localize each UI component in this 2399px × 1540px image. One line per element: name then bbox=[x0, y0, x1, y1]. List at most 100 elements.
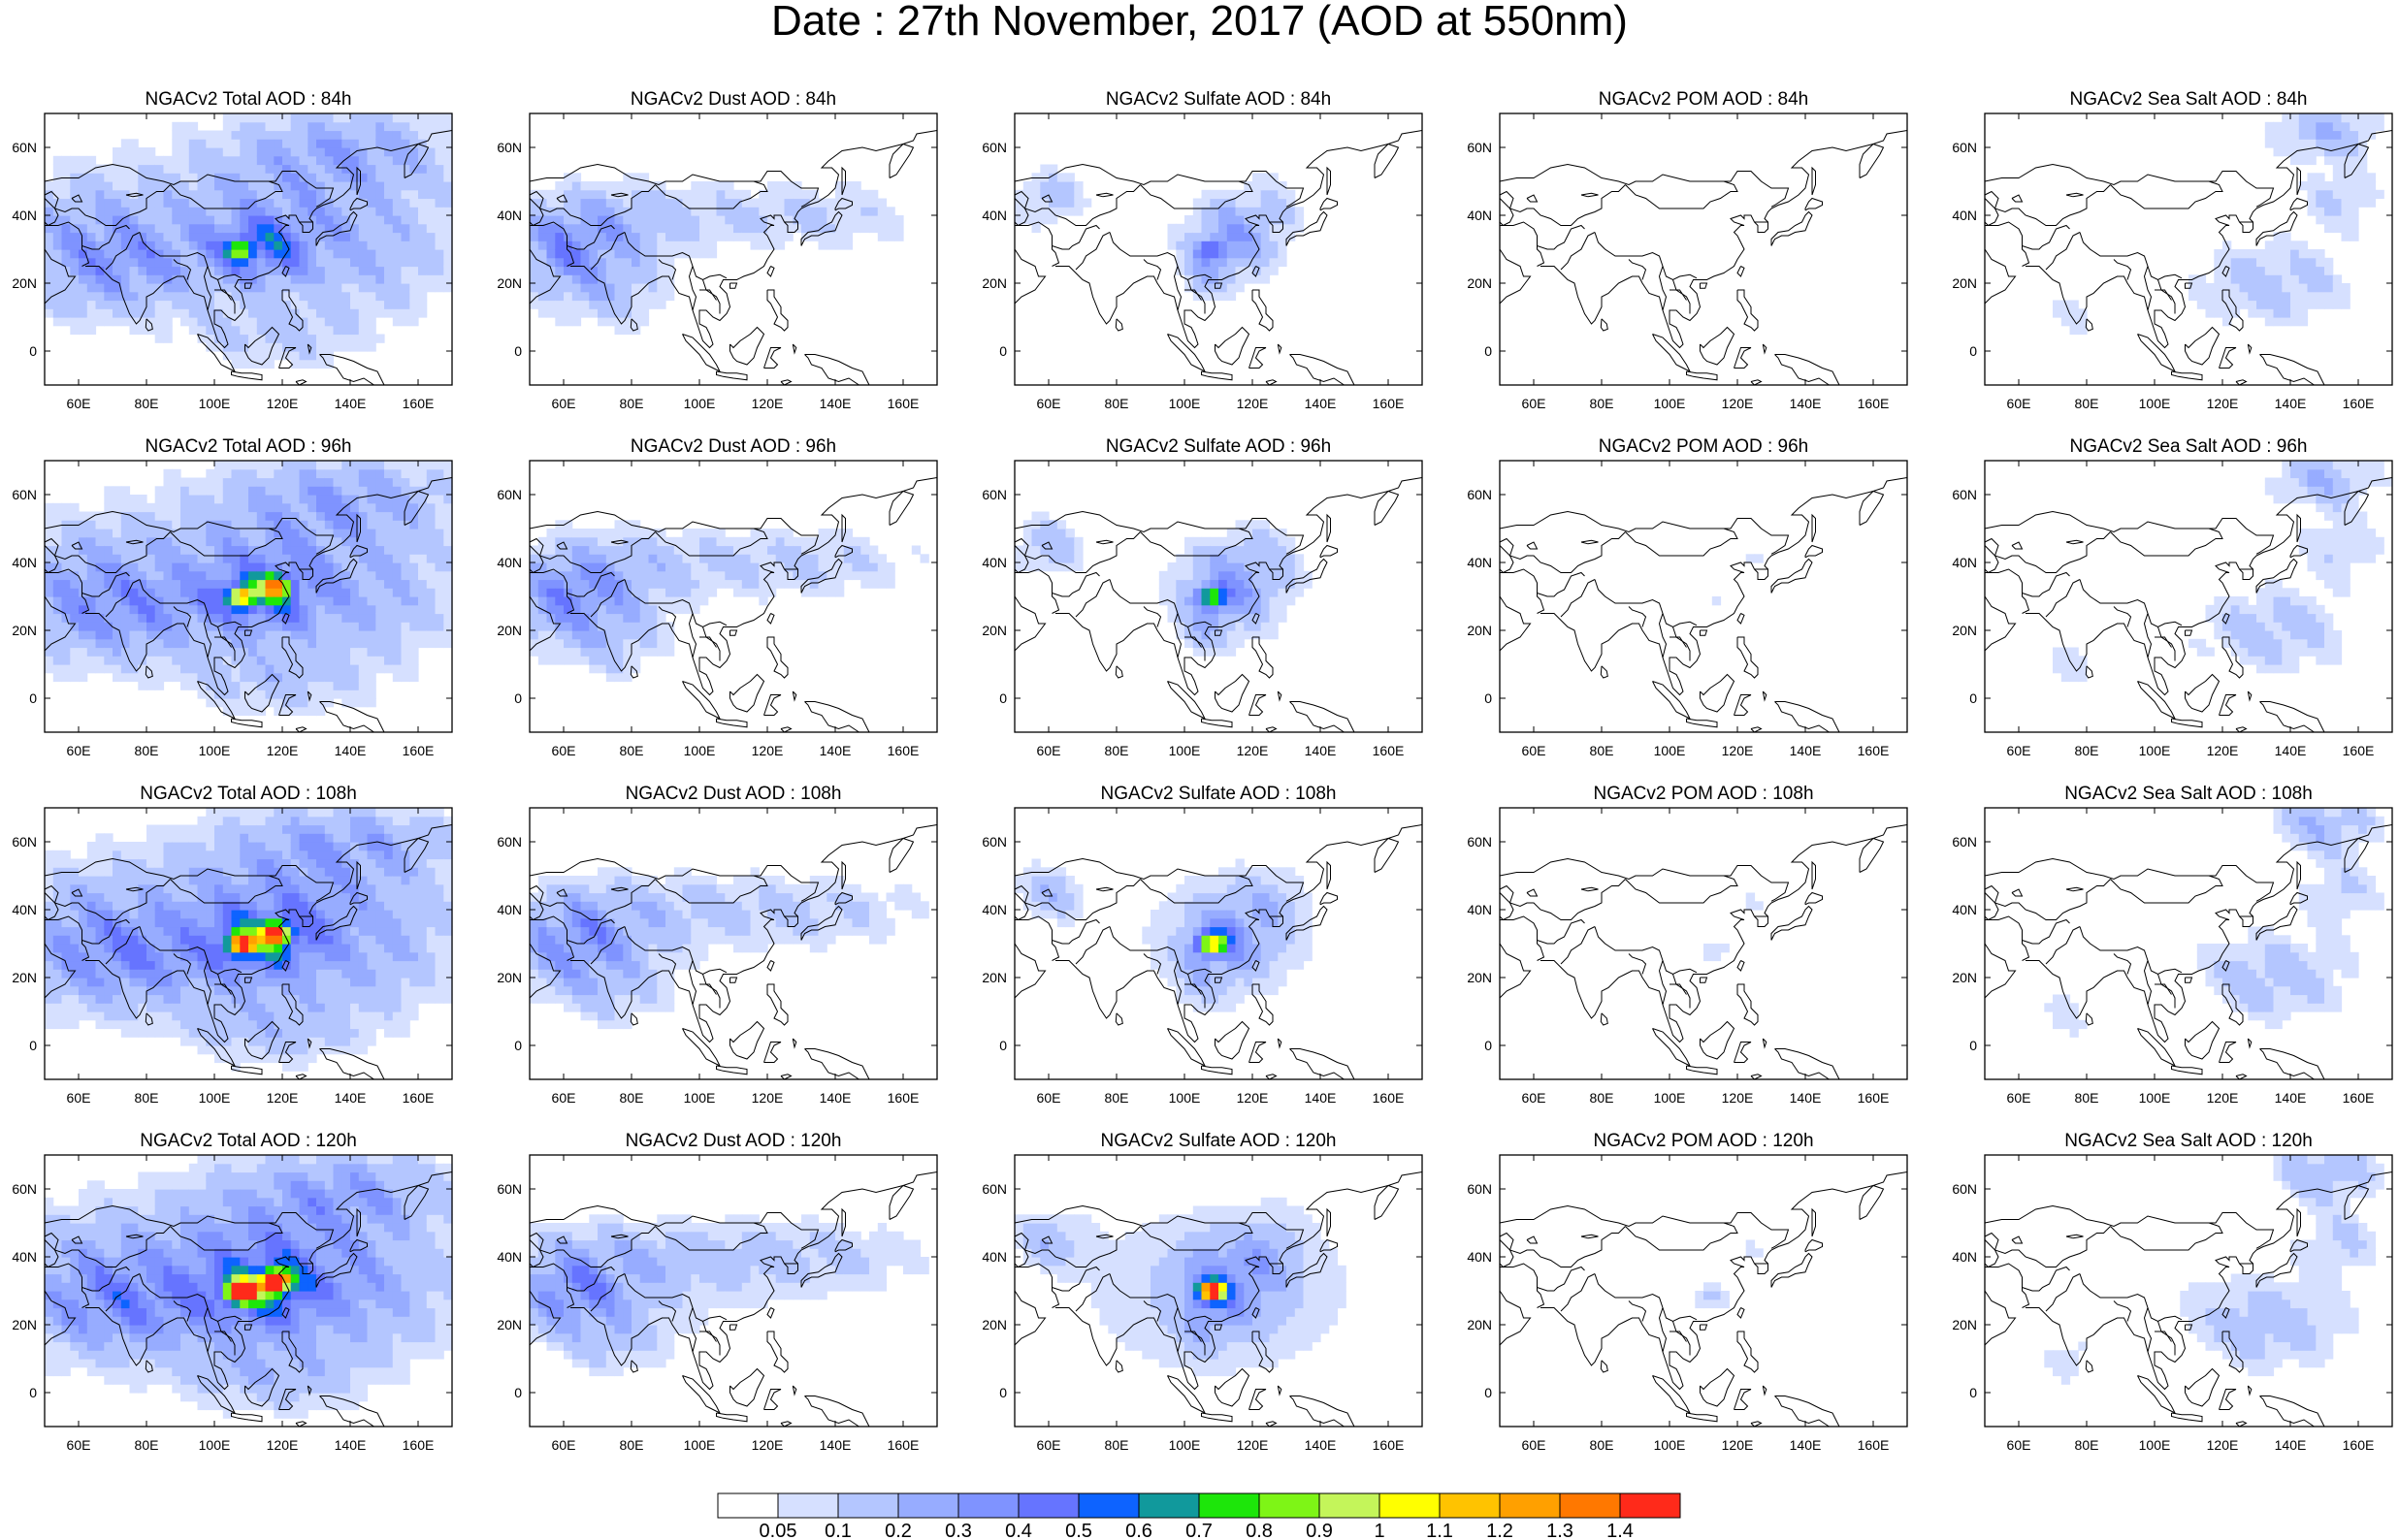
lon-tick-label: 60E bbox=[1037, 396, 1061, 411]
lon-tick-label: 120E bbox=[267, 743, 299, 758]
aod-field bbox=[2053, 461, 2393, 683]
lat-tick-label: 20N bbox=[1952, 1317, 1977, 1332]
lat-tick-label: 0 bbox=[1484, 343, 1492, 359]
lon-tick-label: 120E bbox=[2207, 396, 2239, 411]
lon-tick-label: 100E bbox=[199, 396, 231, 411]
lon-tick-label: 80E bbox=[135, 1090, 159, 1106]
lon-tick-label: 160E bbox=[888, 1437, 920, 1453]
lat-tick-label: 40N bbox=[982, 555, 1007, 570]
map-panel-sulfate-108h: NGACv2 Sulfate AOD : 108h 60N 40N 20N 0 60E 80… bbox=[956, 784, 1480, 1133]
lon-tick-label: 160E bbox=[888, 743, 920, 758]
aod-field bbox=[530, 1214, 929, 1377]
coastlines bbox=[1014, 477, 1423, 733]
lat-tick-label: 40N bbox=[1952, 1249, 1977, 1265]
lat-tick-label: 40N bbox=[497, 902, 522, 917]
lat-tick-label: 20N bbox=[982, 623, 1007, 638]
colorbar-swatch bbox=[1499, 1492, 1561, 1519]
colorbar-label: 0.4 bbox=[1005, 1521, 1032, 1540]
panel-title: NGACv2 Sulfate AOD : 108h bbox=[1100, 784, 1337, 804]
lat-tick-label: 60N bbox=[1952, 1181, 1977, 1197]
panel-title: NGACv2 Sulfate AOD : 120h bbox=[1100, 1131, 1337, 1151]
lon-tick-label: 60E bbox=[67, 743, 91, 758]
map-panel-dust-108h: NGACv2 Dust AOD : 108h 60N 40N 20N 0 60E 80E 10… bbox=[471, 784, 995, 1133]
lon-tick-label: 80E bbox=[135, 743, 159, 758]
lat-tick-label: 20N bbox=[1952, 970, 1977, 985]
map-panel-dust-84h: NGACv2 Dust AOD : 84h 60N 40N 20N 0 60E 80E 100… bbox=[471, 89, 995, 438]
lon-tick-label: 160E bbox=[2343, 396, 2375, 411]
lat-tick-label: 20N bbox=[12, 1317, 37, 1332]
lat-tick-label: 0 bbox=[1484, 690, 1492, 706]
lon-tick-label: 60E bbox=[552, 1437, 576, 1453]
coastlines bbox=[1499, 1171, 1908, 1428]
map-frame bbox=[1499, 1154, 1908, 1428]
colorbar-label: 1.2 bbox=[1486, 1521, 1513, 1540]
aod-field bbox=[1015, 1197, 1346, 1377]
lon-tick-label: 80E bbox=[2075, 1437, 2099, 1453]
panel-title: NGACv2 Dust AOD : 120h bbox=[625, 1131, 842, 1151]
colorbar-label: 1.1 bbox=[1426, 1521, 1453, 1540]
lon-tick-label: 60E bbox=[1522, 1090, 1546, 1106]
lon-tick-label: 160E bbox=[2343, 1090, 2375, 1106]
lon-tick-label: 140E bbox=[820, 743, 852, 758]
lon-tick-label: 160E bbox=[1373, 1437, 1405, 1453]
map-frame bbox=[529, 460, 938, 733]
lon-tick-label: 140E bbox=[1305, 1437, 1337, 1453]
map-panel-total-120h: NGACv2 Total AOD : 120h 60N 40N 20N 0 60E 80E 1… bbox=[0, 1131, 510, 1480]
lon-tick-label: 60E bbox=[1522, 396, 1546, 411]
lon-tick-label: 100E bbox=[199, 1090, 231, 1106]
coastlines bbox=[1014, 824, 1423, 1080]
lat-tick-label: 20N bbox=[1467, 623, 1492, 638]
map-panel-sulfate-96h: NGACv2 Sulfate AOD : 96h 60N 40N 20N 0 60E 80E… bbox=[956, 436, 1480, 786]
lat-tick-label: 60N bbox=[1952, 487, 1977, 502]
panel-title: NGACv2 POM AOD : 108h bbox=[1593, 784, 1814, 804]
lat-tick-label: 20N bbox=[982, 275, 1007, 291]
lat-tick-label: 0 bbox=[999, 1385, 1007, 1400]
lon-tick-label: 160E bbox=[1373, 396, 1405, 411]
lon-tick-label: 140E bbox=[2275, 1090, 2307, 1106]
lat-tick-label: 60N bbox=[1467, 834, 1492, 850]
map-frame bbox=[1984, 807, 2393, 1080]
colorbar-swatch bbox=[777, 1492, 839, 1519]
map-panel-pom-120h: NGACv2 POM AOD : 120h 60N 40N 20N 0 60E 80E 100… bbox=[1442, 1131, 1965, 1480]
panel-title: NGACv2 POM AOD : 120h bbox=[1593, 1131, 1814, 1151]
map-plot: 60N 40N 20N 0 60E 80E 100E 120E 140E 160E bbox=[497, 112, 938, 411]
lat-tick-label: 40N bbox=[12, 555, 37, 570]
lat-tick-label: 20N bbox=[982, 1317, 1007, 1332]
lon-tick-label: 160E bbox=[403, 743, 435, 758]
lon-tick-label: 80E bbox=[1105, 1090, 1129, 1106]
lon-tick-label: 80E bbox=[1590, 396, 1614, 411]
panel-title: NGACv2 POM AOD : 84h bbox=[1598, 89, 1809, 110]
lon-tick-label: 160E bbox=[888, 396, 920, 411]
lat-tick-label: 60N bbox=[497, 1181, 522, 1197]
lat-tick-label: 60N bbox=[982, 140, 1007, 155]
lon-tick-label: 140E bbox=[1790, 743, 1822, 758]
map-frame bbox=[529, 807, 938, 1080]
aod-field bbox=[45, 461, 453, 717]
lat-tick-label: 20N bbox=[982, 970, 1007, 985]
colorbar-swatch bbox=[1559, 1492, 1621, 1519]
lon-tick-label: 60E bbox=[1522, 1437, 1546, 1453]
lon-tick-label: 140E bbox=[2275, 1437, 2307, 1453]
panel-title: NGACv2 Sea Salt AOD : 108h bbox=[2064, 784, 2313, 804]
colorbar-swatch bbox=[1378, 1492, 1441, 1519]
coastlines bbox=[44, 824, 453, 1080]
lat-tick-label: 0 bbox=[999, 690, 1007, 706]
lat-tick-label: 60N bbox=[12, 834, 37, 850]
panel-title: NGACv2 Total AOD : 120h bbox=[140, 1131, 357, 1151]
lon-tick-label: 160E bbox=[888, 1090, 920, 1106]
lat-tick-label: 40N bbox=[982, 902, 1007, 917]
coastlines bbox=[1984, 824, 2393, 1080]
map-plot: 60N 40N 20N 0 60E 80E 100E 120E 140E 160E bbox=[982, 460, 1423, 758]
lon-tick-label: 60E bbox=[2007, 1437, 2031, 1453]
aod-field bbox=[2044, 808, 2384, 1038]
map-plot: 60N 40N 20N 0 60E 80E 100E 120E 140E 160E bbox=[1952, 1154, 2393, 1453]
lon-tick-label: 60E bbox=[552, 396, 576, 411]
map-frame bbox=[44, 112, 453, 386]
map-panel-seasalt-108h: NGACv2 Sea Salt AOD : 108h 60N 40N 20N 0 60E 8… bbox=[1927, 784, 2399, 1133]
colorbar-swatch bbox=[1258, 1492, 1320, 1519]
lat-tick-label: 60N bbox=[982, 487, 1007, 502]
lon-tick-label: 60E bbox=[1037, 1437, 1061, 1453]
lon-tick-label: 60E bbox=[2007, 743, 2031, 758]
colorbar-label: 1.3 bbox=[1546, 1521, 1573, 1540]
lon-tick-label: 160E bbox=[1858, 743, 1890, 758]
